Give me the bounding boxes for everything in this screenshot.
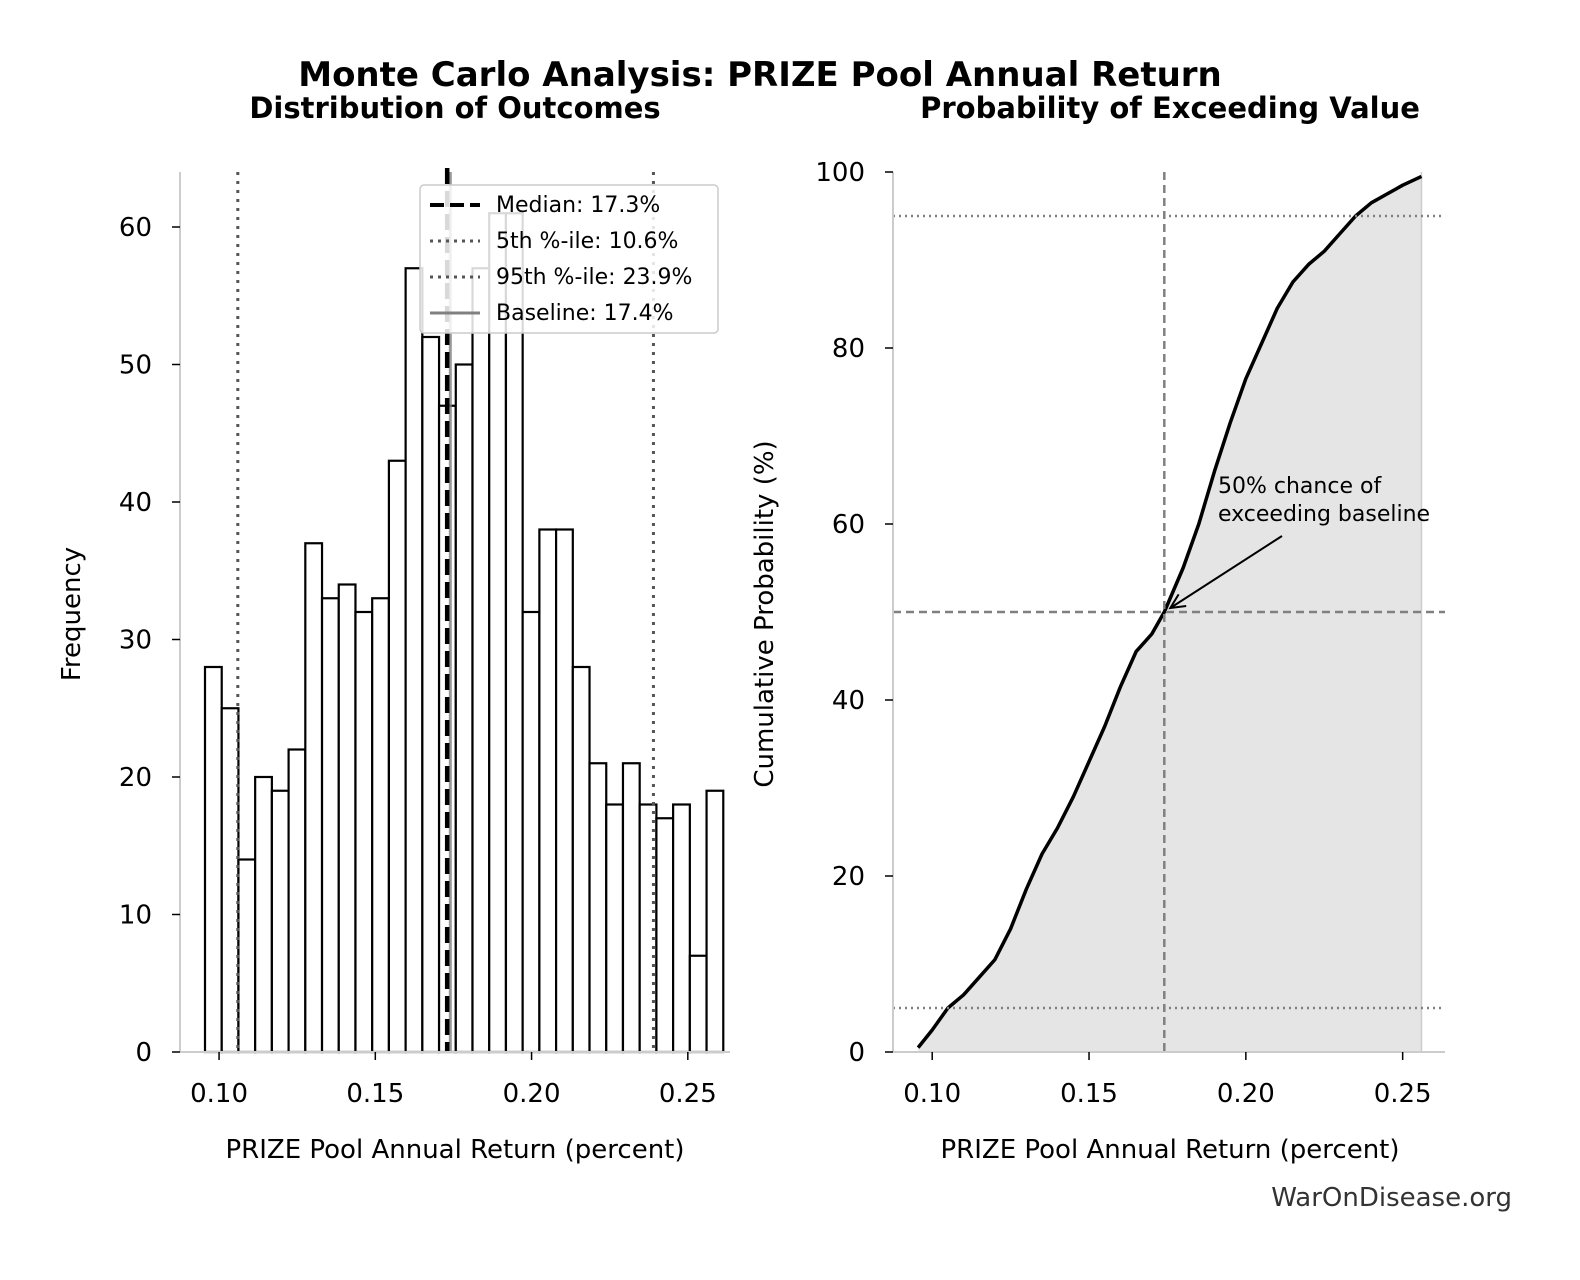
histogram-bar [655,817,675,1054]
annotation: 50% chance of exceeding baseline [1168,474,1430,610]
y-tick-label: 10 [119,901,152,931]
legend-p5-label: 5th %-ile: 10.6% [496,229,678,254]
credit-text: WarOnDisease.org [1271,1183,1512,1213]
y-tick-label: 20 [119,763,152,793]
y-tick-label: 20 [832,862,865,892]
histogram-bar [705,789,725,1054]
x-tick-label: 0.25 [659,1079,717,1109]
histogram-bar [304,542,324,1054]
y-tick-label: 60 [119,213,152,243]
legend: Median: 17.3% 5th %-ile: 10.6% 95th %-il… [419,184,719,334]
histogram-bar [605,803,625,1054]
histogram-bar [538,528,558,1054]
x-tick-label: 0.15 [1060,1079,1118,1109]
legend-p95-label: 95th %-ile: 23.9% [496,265,692,290]
x-tick-label: 0.10 [903,1079,961,1109]
histogram-bar [421,335,441,1054]
histogram-panel: Distribution of Outcomes 0.10 0.15 0.20 0.2… [57,91,730,1165]
y-tick-label: 30 [119,626,152,656]
legend-median-label: Median: 17.3% [496,193,660,218]
histogram-bars [203,212,725,1054]
histogram-bar [471,267,491,1054]
arrow-head [1168,593,1187,610]
annotation-line-2: exceeding baseline [1218,502,1430,527]
x-tick-label: 0.25 [1374,1079,1432,1109]
histogram-bar [387,459,407,1054]
y-tick-label: 0 [135,1038,152,1068]
cumulative-line [916,174,1423,1049]
histogram-bar [504,212,524,1054]
x-tick-label: 0.20 [1217,1079,1275,1109]
histogram-bar [220,707,240,1054]
histogram-title: Distribution of Outcomes [249,91,660,125]
histogram-bar [554,528,574,1054]
histogram-bar [621,762,641,1054]
histogram-y-axis-label: Frequency [57,547,87,681]
histogram-bar [371,597,391,1054]
histogram-bar [203,665,223,1054]
exceedance-y-axis-label: Cumulative Probability (%) [750,440,780,787]
y-tick-label: 100 [815,158,865,188]
histogram-bar [270,789,290,1054]
x-tick-label: 0.15 [346,1079,404,1109]
y-tick-label: 40 [119,488,152,518]
histogram-bar [254,775,273,1054]
y-tick-label: 40 [832,686,865,716]
histogram-bar [337,583,357,1054]
legend-frame [419,184,719,334]
y-tick-label: 50 [119,351,152,381]
figure-title: Monte Carlo Analysis: PRIZE Pool Annual … [298,55,1222,95]
annotation-line-1: 50% chance of [1218,474,1382,499]
histogram-bar [488,212,508,1054]
histogram-bar [320,597,340,1054]
histogram-x-axis-label: PRIZE Pool Annual Return (percent) [225,1135,684,1165]
y-tick-label: 0 [848,1038,865,1068]
legend-baseline-label: Baseline: 17.4% [496,301,674,326]
x-tick-label: 0.10 [190,1079,248,1109]
y-tick-label: 60 [832,510,865,540]
histogram-bar [588,762,608,1054]
exceedance-x-axis-label: PRIZE Pool Annual Return (percent) [940,1135,1399,1165]
exceedance-reference-lines [893,172,1445,1052]
exceedance-area [916,172,1423,1052]
histogram-bar [521,610,541,1054]
area-fill [918,176,1422,1052]
histogram-bar [571,665,591,1054]
exceedance-axes: 0.10 0.15 0.20 0.25 0 20 40 60 80 100 [815,158,1445,1109]
y-tick-label: 80 [832,334,865,364]
exceedance-panel: Probability of Exceeding Value 0.10 0.15 0… [750,91,1445,1165]
histogram-bar [287,748,307,1054]
annotation-arrow [1168,535,1283,610]
histogram-bar [404,267,424,1054]
histogram-bar [454,363,474,1054]
histogram-bar [688,954,708,1054]
x-tick-label: 0.20 [503,1079,561,1109]
exceedance-title: Probability of Exceeding Value [920,91,1420,125]
histogram-bar [354,610,374,1054]
histogram-bar [237,858,257,1054]
arrow-shaft [1169,535,1283,609]
histogram-bar [672,803,691,1054]
histogram-axes: 0.10 0.15 0.20 0.25 0 10 20 30 40 50 60 [119,172,730,1109]
